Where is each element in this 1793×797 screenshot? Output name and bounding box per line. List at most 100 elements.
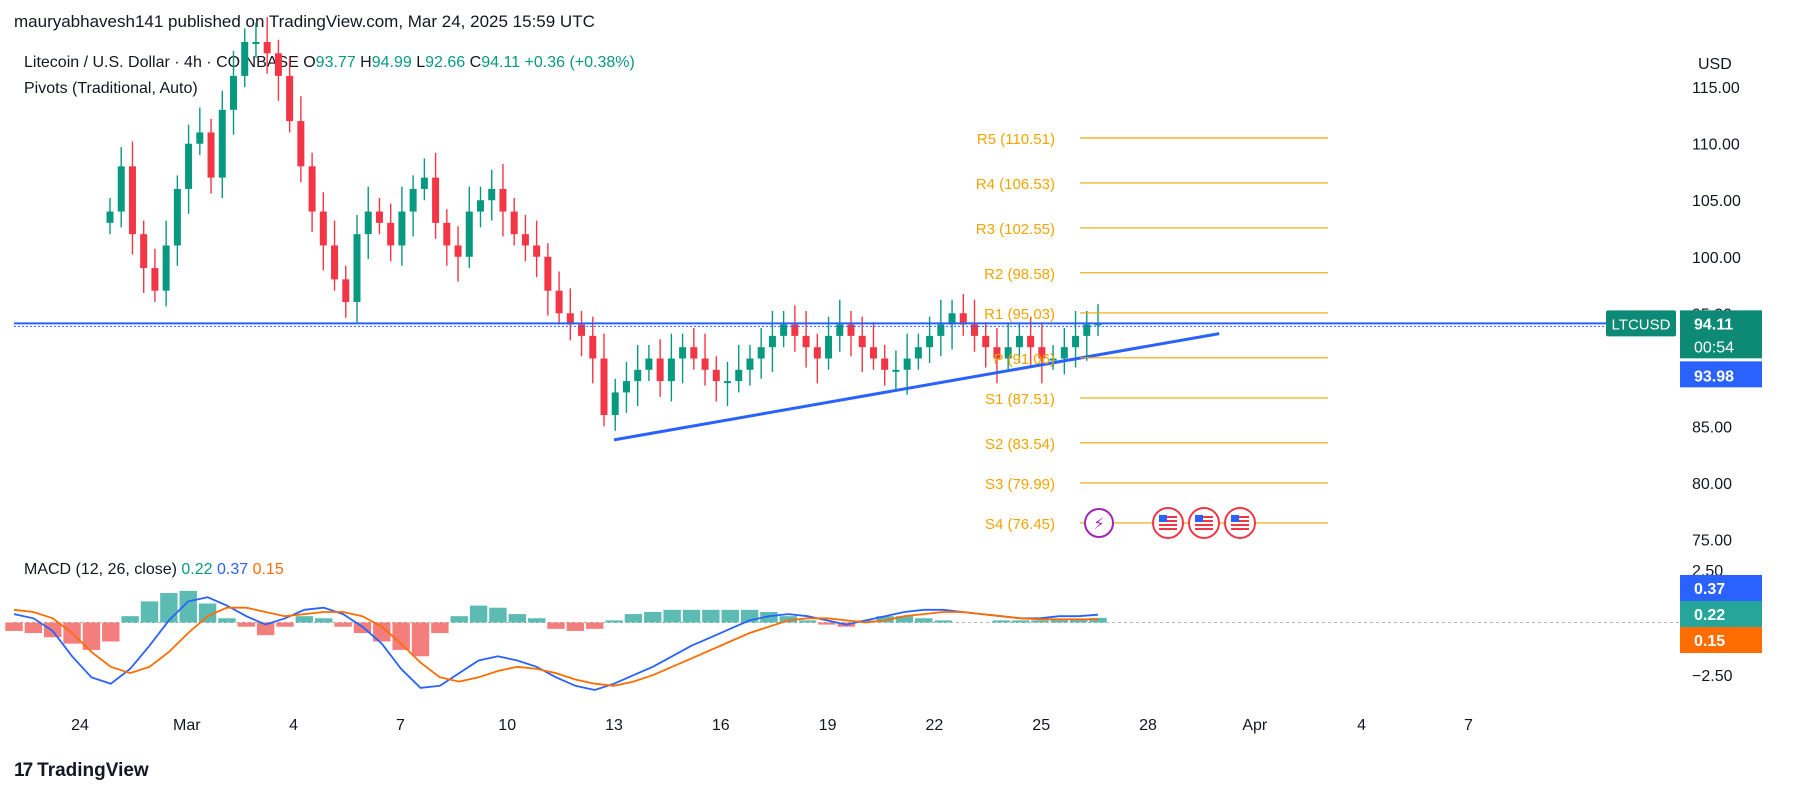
us-flag-event-icon[interactable] <box>1152 506 1184 539</box>
pivot-label-s2: S2 (83.54) <box>985 436 1055 453</box>
macd-tick-label: −2.50 <box>1692 668 1733 685</box>
tradingview-logo-icon: 17 <box>14 760 33 781</box>
currency-label: USD <box>1698 56 1732 73</box>
pivot-label-r3: R3 (102.55) <box>976 221 1055 238</box>
low-label: L <box>416 54 426 71</box>
candle-body <box>600 358 608 416</box>
candle-body <box>353 234 361 302</box>
candle-body <box>342 279 350 302</box>
time-tick-label: 24 <box>71 717 89 734</box>
price-tick-label: 110.00 <box>1692 137 1740 154</box>
candle-body <box>746 358 754 370</box>
macd-histogram-bar <box>566 622 585 631</box>
candle-body <box>140 234 148 269</box>
candle-body <box>196 132 204 144</box>
macd-histogram-bar <box>857 620 875 623</box>
price-tick-label: 100.00 <box>1692 250 1741 267</box>
candle-body <box>690 347 698 359</box>
pivots-indicator-label[interactable]: Pivots (Traditional, Auto) <box>24 80 198 97</box>
candle-body <box>768 335 776 348</box>
candle-body <box>207 132 215 178</box>
lightning-event-icon[interactable] <box>1084 507 1114 538</box>
macd-histogram-bar <box>198 603 217 623</box>
symbol-legend[interactable]: Litecoin / U.S. Dollar · 4h · COINBASE O… <box>24 54 635 72</box>
candle-body <box>488 188 496 201</box>
macd-line-badge: 0.37 <box>1694 581 1725 598</box>
macd-signal-badge: 0.15 <box>1694 633 1725 650</box>
candle-body <box>993 347 1001 359</box>
tradingview-footer[interactable]: 17 TradingView <box>14 760 149 782</box>
candle-body <box>735 369 743 382</box>
candle-body <box>218 109 226 178</box>
price-pane[interactable] <box>14 17 1610 442</box>
candle-body <box>1038 347 1046 359</box>
symbol-badge-bg <box>1606 310 1676 337</box>
candle-body <box>331 245 339 280</box>
candle-body <box>566 313 574 325</box>
macd-histogram-bar <box>527 618 546 623</box>
macd-histogram-bar <box>489 607 507 623</box>
time-tick-label: 25 <box>1032 717 1050 734</box>
macd-histogram-bar <box>1031 620 1049 623</box>
macd-histogram-bar <box>547 622 565 629</box>
macd-histogram-bar <box>798 620 817 623</box>
candle-body <box>151 268 159 291</box>
macd-histogram-bar <box>818 622 836 625</box>
time-tick-label: 28 <box>1139 717 1157 734</box>
candle-body <box>387 222 395 246</box>
macd-signal-badge-bg <box>1680 627 1762 653</box>
event-icons[interactable]: ⚡ <box>1084 506 1256 539</box>
macd-histogram-bar <box>1069 618 1088 623</box>
macd-histogram-bar <box>682 609 701 623</box>
candle-body <box>443 222 451 246</box>
time-tick-label: 7 <box>396 717 405 734</box>
price-tick-label: 75.00 <box>1692 532 1732 549</box>
pivot-levels: R5 (110.51) R4 (106.53) R3 (102.55) R2 (98.… <box>976 131 1328 533</box>
candle-body <box>1083 324 1091 336</box>
candle-body <box>128 166 136 235</box>
macd-series-macd <box>13 596 1099 691</box>
price-tick-label: 115.00 <box>1692 80 1740 97</box>
us-flag-event-icon[interactable] <box>1224 506 1256 539</box>
price-tick-label: 80.00 <box>1692 476 1732 493</box>
flag-canton-icon <box>1159 514 1167 522</box>
symbol-badge-label: LTCUSD <box>1612 316 1671 333</box>
macd-histogram-bar <box>218 618 236 623</box>
macd-pane[interactable] <box>5 590 1680 691</box>
prev-price-badge-bg <box>1680 361 1762 388</box>
candle-body <box>252 42 260 44</box>
candle-body <box>1049 358 1057 361</box>
candle-body <box>308 166 316 212</box>
time-tick-label: 19 <box>819 717 837 734</box>
macd-legend[interactable]: MACD (12, 26, close) 0.22 0.37 0.15 <box>24 561 284 579</box>
time-axis[interactable]: 24 Mar 4 7 10 13 16 19 22 25 28 Apr 4 7 <box>71 717 1473 734</box>
macd-line-badge-bg <box>1680 575 1762 601</box>
time-tick-label: 22 <box>926 717 944 734</box>
open-label: O <box>303 54 316 71</box>
candle-body <box>959 313 967 325</box>
macd-histogram-bar <box>644 611 662 623</box>
candle-body <box>409 188 417 212</box>
bar-countdown: 00:54 <box>1694 339 1734 356</box>
price-axis[interactable]: 115.00110.00105.00100.0095.0090.0085.008… <box>1692 80 1741 685</box>
time-tick-label: Apr <box>1242 717 1268 734</box>
high-value: 94.99 <box>371 54 412 71</box>
us-flag-event-icon[interactable] <box>1188 506 1220 539</box>
candle-body <box>926 335 934 348</box>
candle-body <box>858 335 866 348</box>
candle-body <box>555 290 563 314</box>
macd-histogram-bar <box>605 620 623 623</box>
open-value: 93.77 <box>315 54 356 71</box>
low-value: 92.66 <box>425 54 466 71</box>
macd-histogram-bar <box>760 611 778 623</box>
candle-body <box>982 335 990 348</box>
candle-body <box>622 381 630 393</box>
macd-histogram-badge-bg <box>1680 601 1762 627</box>
macd-histogram-bar <box>508 614 526 623</box>
macd-histogram-bar <box>392 622 410 650</box>
candle-body <box>544 256 552 291</box>
macd-histogram-bar <box>1011 620 1030 623</box>
candle-body <box>454 245 462 257</box>
macd-histogram-bar <box>915 618 933 623</box>
